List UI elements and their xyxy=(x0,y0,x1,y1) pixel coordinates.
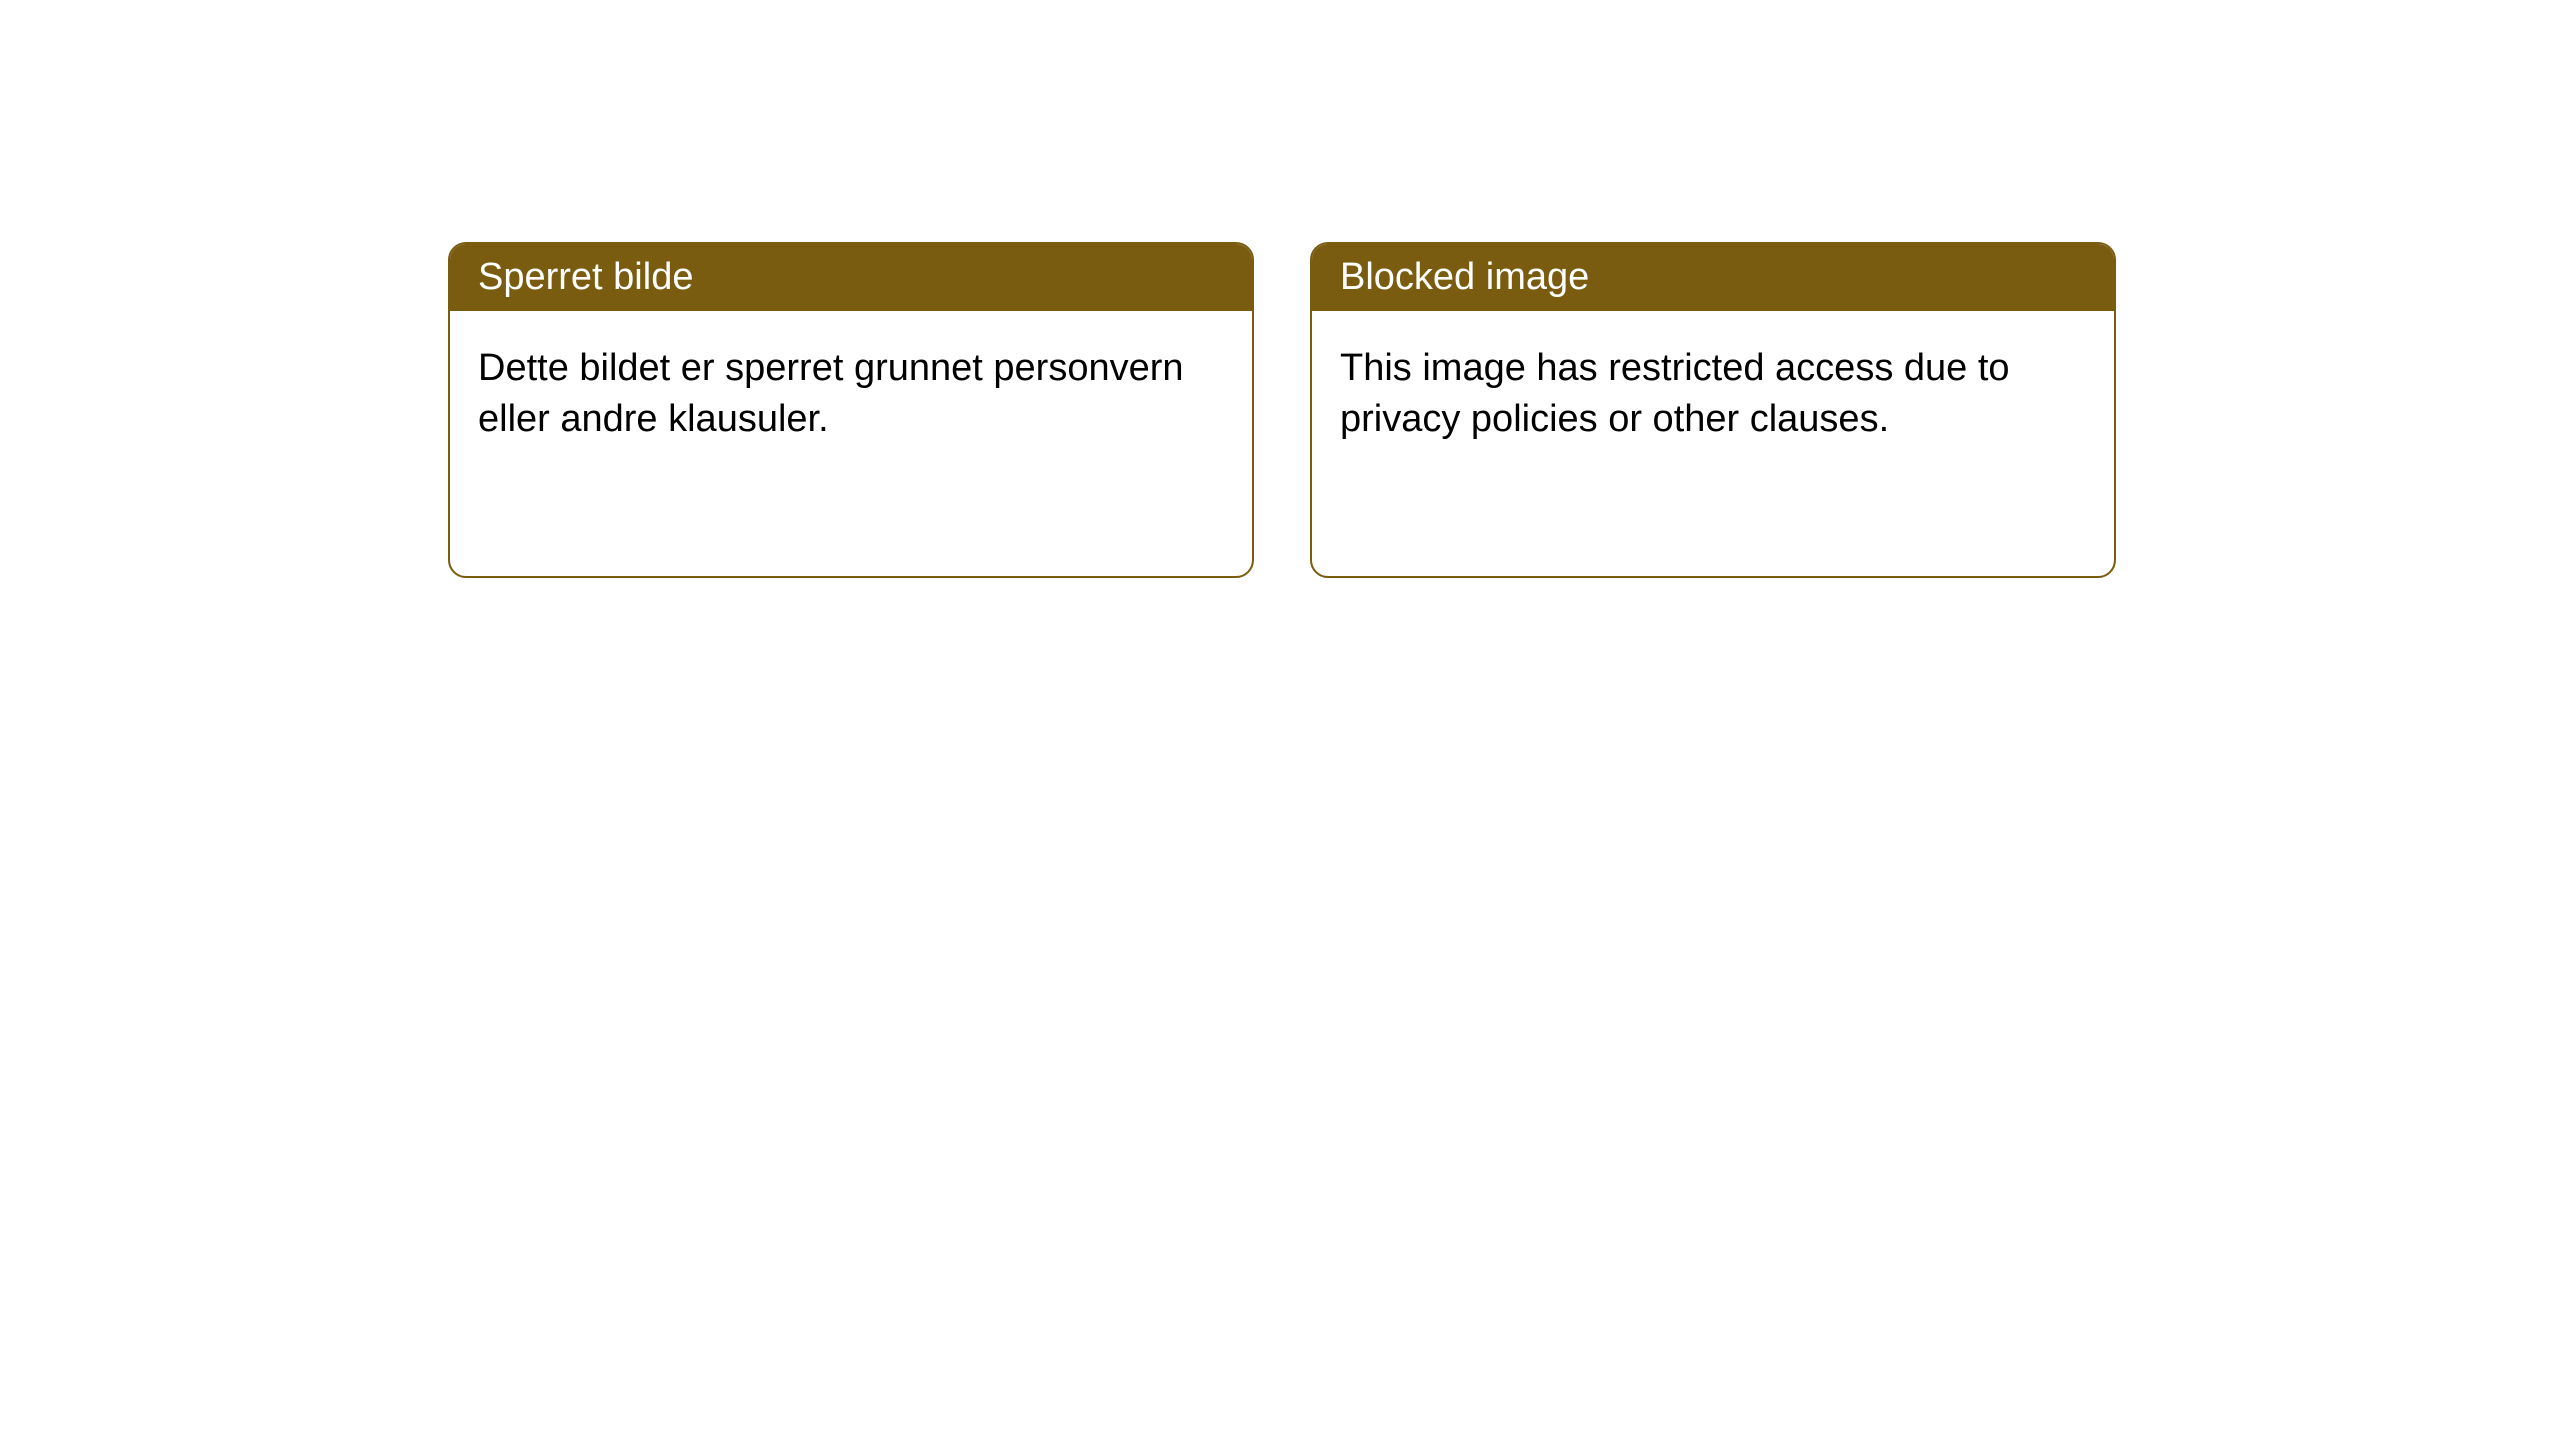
notice-container: Sperret bilde Dette bildet er sperret gr… xyxy=(448,242,2116,578)
notice-body-en: This image has restricted access due to … xyxy=(1312,311,2114,478)
notice-title-no: Sperret bilde xyxy=(450,244,1252,311)
notice-card-no: Sperret bilde Dette bildet er sperret gr… xyxy=(448,242,1254,578)
notice-body-no: Dette bildet er sperret grunnet personve… xyxy=(450,311,1252,478)
notice-card-en: Blocked image This image has restricted … xyxy=(1310,242,2116,578)
notice-title-en: Blocked image xyxy=(1312,244,2114,311)
